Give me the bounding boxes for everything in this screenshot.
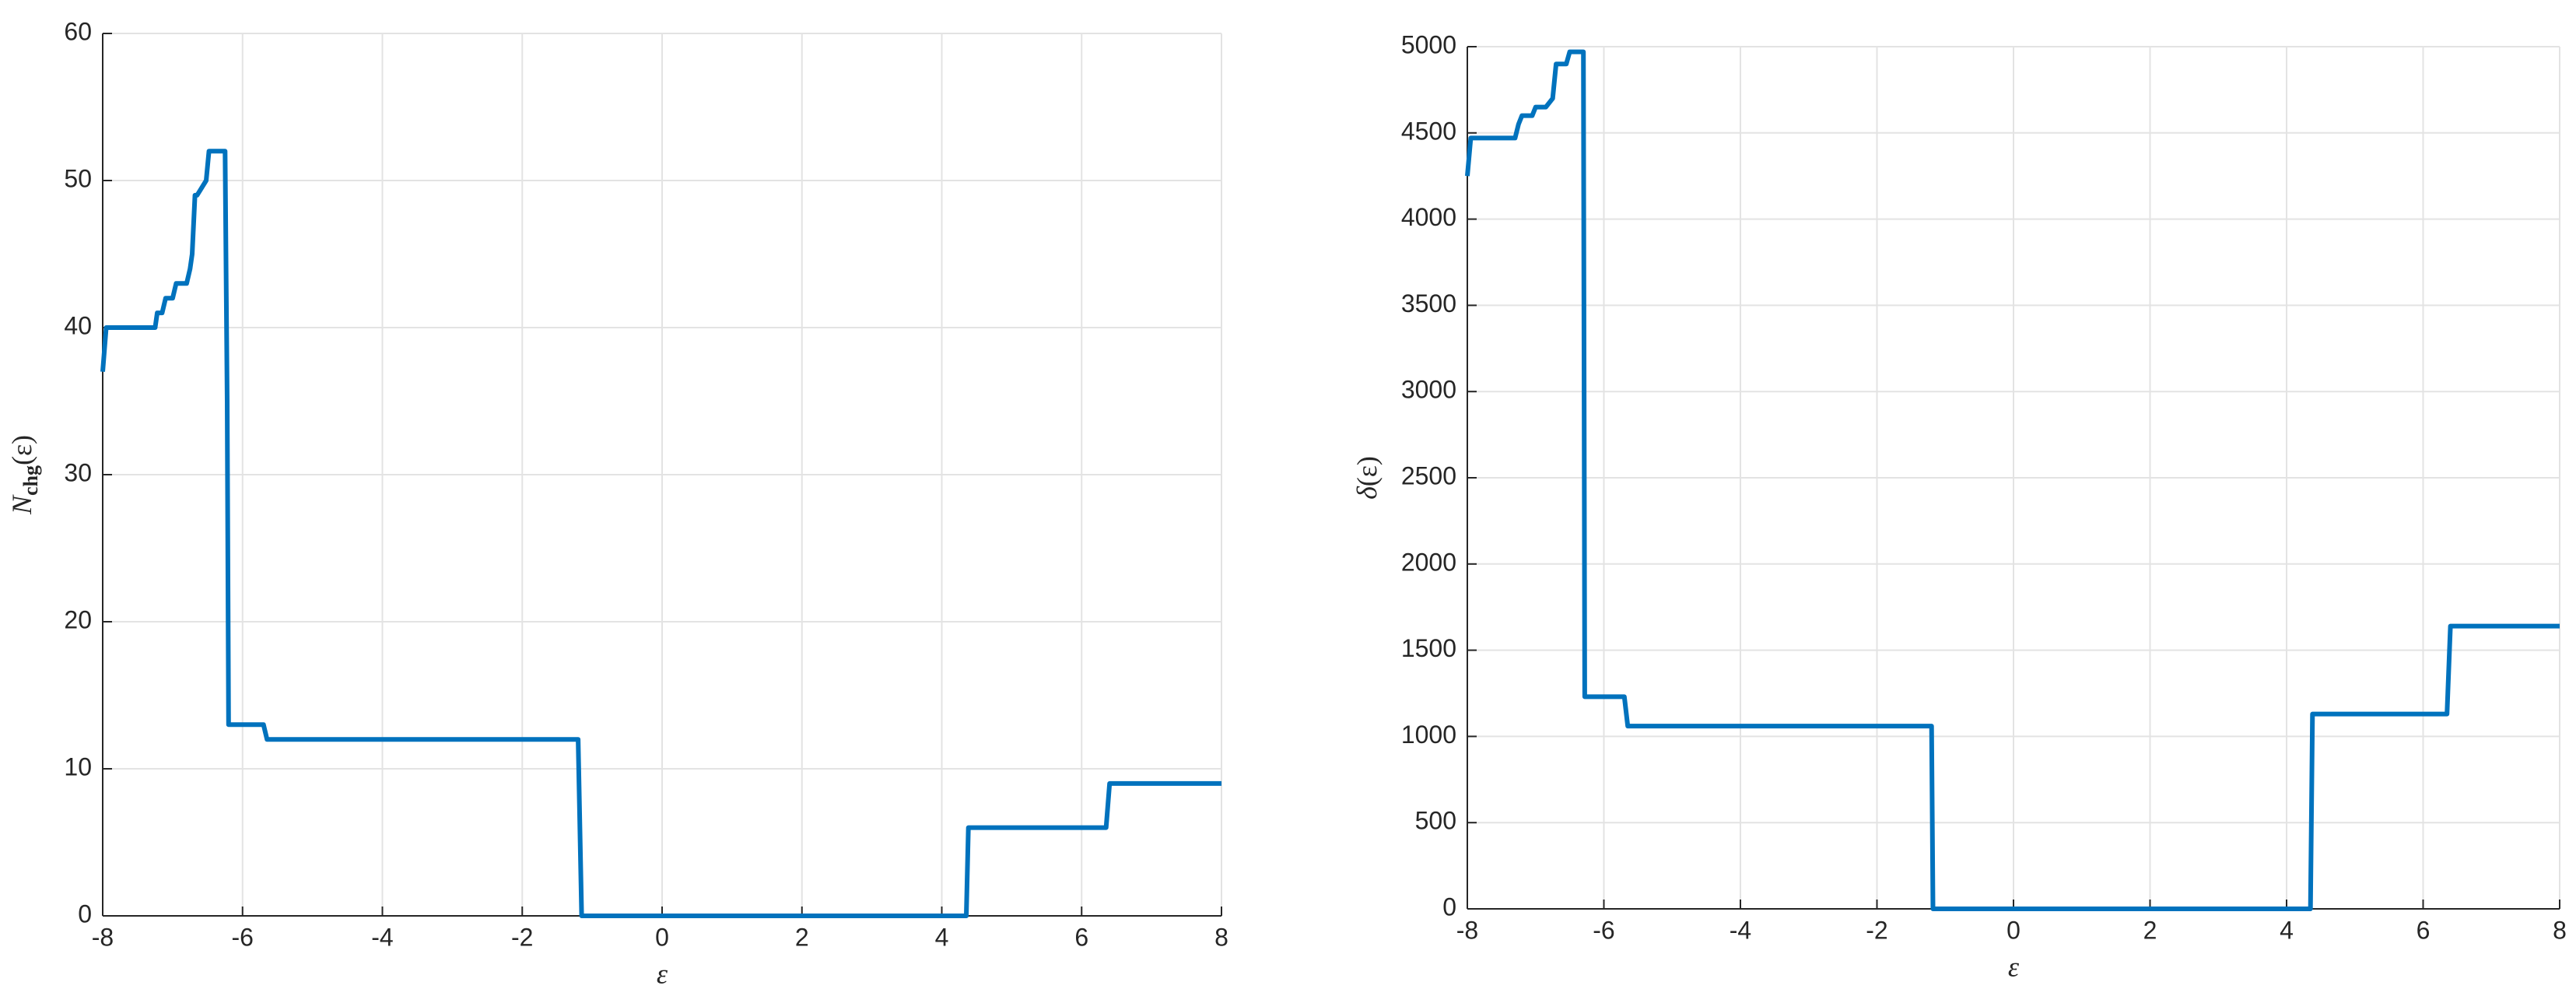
y-tick-label: 40 [64, 311, 92, 339]
x-tick-label: 6 [1074, 923, 1088, 951]
y-tick-label: 0 [1442, 893, 1456, 921]
x-tick-label: 0 [655, 923, 669, 951]
y-tick-label: 0 [78, 900, 92, 928]
x-tick-label: 4 [2280, 916, 2294, 944]
y-tick-label: 10 [64, 752, 92, 780]
x-tick-label: 4 [935, 923, 949, 951]
y-axis-label: Nchg(ε) [6, 435, 42, 515]
data-line [100, 149, 1221, 918]
x-tick-label: -2 [1866, 916, 1887, 944]
x-tick-label: -6 [232, 923, 254, 951]
y-axis-label-rest: (ε) [6, 435, 37, 465]
y-axis-label-main: δ [1351, 486, 1383, 500]
x-tick-label: 8 [2553, 916, 2567, 944]
chart: -8 -6 -4 -2 0 2 4 6 8 0 500 1000 1500 2000 2500 3000 350… [1351, 30, 2567, 982]
y-tick-label: 2000 [1401, 548, 1456, 576]
x-tick-label: -4 [371, 923, 393, 951]
data-line [1465, 49, 2560, 911]
y-tick-label: 60 [64, 17, 92, 45]
x-tick-label: -8 [1456, 916, 1478, 944]
x-axis-label: ε [2008, 951, 2020, 982]
y-axis-label-sub: chg [19, 465, 42, 496]
y-tick-label: 30 [64, 458, 92, 486]
x-tick-label: 2 [2143, 916, 2157, 944]
x-tick-label: -6 [1593, 916, 1614, 944]
x-axis-label: ε [657, 958, 668, 989]
y-axis-label-rest: (ε) [1351, 456, 1383, 486]
y-tick-label: 5000 [1401, 30, 1456, 58]
x-tick-label: 8 [1214, 923, 1228, 951]
x-tick-label: -8 [92, 923, 114, 951]
y-tick-label: 50 [64, 164, 92, 192]
y-tick-label: 4000 [1401, 203, 1456, 231]
chart: -8 -6 -4 -2 0 2 4 6 8 0 10 20 30 40 50 60 ε Nchg(ε) [6, 17, 1228, 989]
x-tick-label: 0 [2006, 916, 2020, 944]
y-tick-label: 1500 [1401, 634, 1456, 662]
y-axis-label-main: N [6, 494, 37, 515]
y-tick-label: 3500 [1401, 289, 1456, 317]
y-tick-label: 20 [64, 605, 92, 633]
x-tick-label: 6 [2417, 916, 2431, 944]
x-tick-label: -2 [511, 923, 533, 951]
y-tick-label: 1000 [1401, 721, 1456, 749]
y-axis-label: δ(ε) [1351, 456, 1383, 500]
y-tick-label: 500 [1415, 807, 1456, 835]
x-tick-label: 2 [795, 923, 809, 951]
y-tick-label: 4500 [1401, 117, 1456, 145]
y-tick-label: 2500 [1401, 461, 1456, 489]
x-tick-label: -4 [1730, 916, 1751, 944]
y-tick-label: 3000 [1401, 376, 1456, 404]
